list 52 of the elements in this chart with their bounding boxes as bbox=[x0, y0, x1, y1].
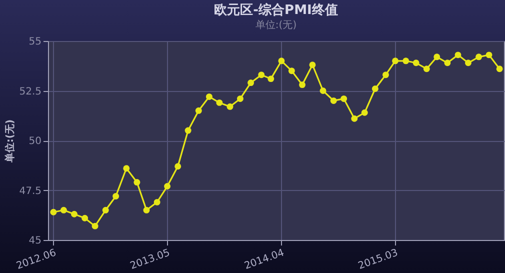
point bbox=[71, 210, 78, 218]
point bbox=[226, 103, 234, 110]
point bbox=[309, 62, 316, 68]
point bbox=[206, 93, 212, 100]
y-tick-label: 50 bbox=[28, 136, 42, 147]
point bbox=[486, 52, 492, 58]
point bbox=[92, 222, 98, 230]
point bbox=[423, 66, 430, 72]
point bbox=[154, 198, 160, 206]
y-tick-label: 47.5 bbox=[19, 186, 42, 197]
point bbox=[184, 127, 192, 134]
point bbox=[112, 192, 120, 200]
point bbox=[299, 82, 306, 88]
point bbox=[392, 58, 399, 64]
point bbox=[60, 206, 67, 214]
point bbox=[236, 95, 244, 102]
point bbox=[434, 54, 440, 60]
point bbox=[102, 206, 109, 214]
point bbox=[464, 60, 472, 66]
point bbox=[402, 58, 410, 64]
point bbox=[268, 76, 274, 82]
point bbox=[195, 107, 202, 114]
y-tick-label: 55 bbox=[28, 36, 42, 48]
point bbox=[320, 88, 326, 94]
point bbox=[174, 163, 182, 170]
point bbox=[50, 208, 57, 216]
point bbox=[248, 80, 254, 86]
y-tick-label: 52.5 bbox=[19, 86, 42, 98]
point bbox=[288, 68, 295, 74]
point bbox=[82, 214, 88, 222]
point bbox=[361, 109, 368, 116]
chart-subtitle: 单位:(无) bbox=[255, 19, 297, 31]
point bbox=[476, 54, 482, 60]
point bbox=[372, 86, 378, 92]
point bbox=[134, 179, 140, 186]
point bbox=[496, 66, 503, 72]
point bbox=[340, 95, 348, 102]
y-tick-label: 45 bbox=[28, 236, 42, 246]
point bbox=[164, 183, 171, 190]
point bbox=[278, 58, 285, 64]
point bbox=[258, 72, 265, 78]
point bbox=[143, 206, 150, 214]
point bbox=[351, 115, 358, 122]
point bbox=[123, 165, 130, 172]
point bbox=[444, 60, 451, 66]
point bbox=[382, 72, 389, 78]
point bbox=[330, 97, 337, 104]
point bbox=[216, 99, 223, 106]
chart-title: 欧元区-综合PMI终值 bbox=[214, 2, 338, 18]
point bbox=[454, 52, 462, 58]
point bbox=[412, 60, 420, 66]
y-axis-title: 单位:(无) bbox=[4, 119, 16, 164]
